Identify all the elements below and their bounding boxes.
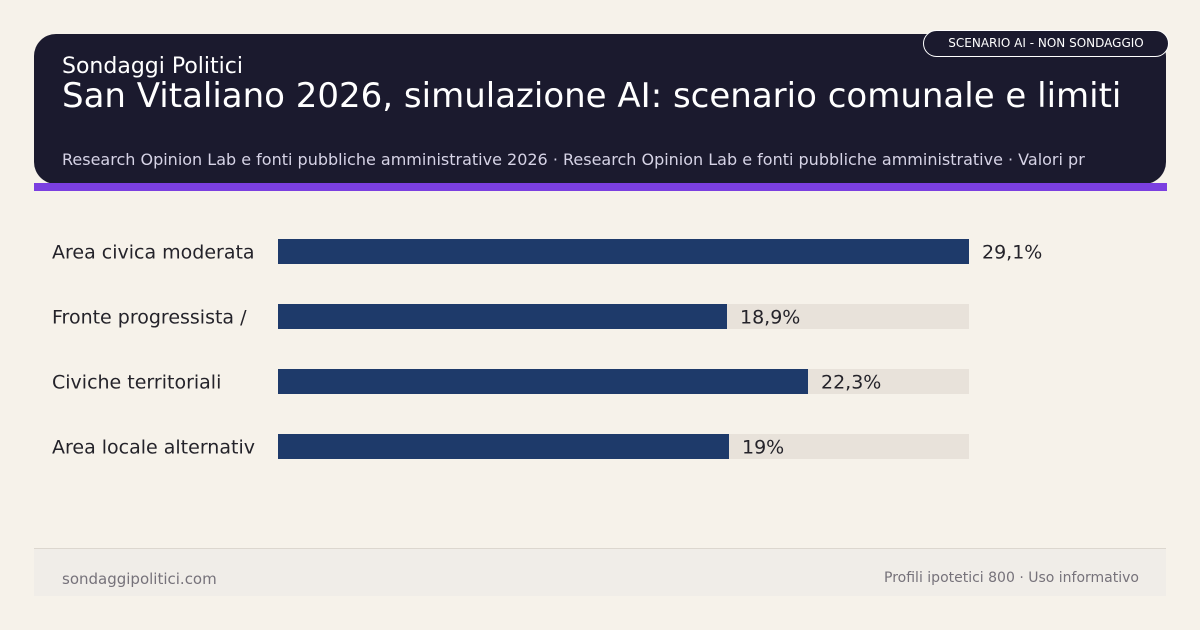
- bar: [278, 434, 729, 459]
- category-label: Area locale alternativ: [52, 437, 255, 459]
- category-label: Civiche territoriali: [52, 372, 221, 394]
- category-label: Fronte progressista /: [52, 307, 247, 329]
- footer-note: Profili ipotetici 800 · Uso informativo: [884, 570, 1139, 586]
- header-banner: Sondaggi Politici San Vitaliano 2026, si…: [34, 34, 1166, 184]
- header-accent-bar: [34, 183, 1167, 191]
- chart-layer: Area civica moderata 29,1% Fronte progress…: [52, 239, 1042, 459]
- footer: sondaggipolitici.com Profili ipotetici 8…: [34, 548, 1166, 596]
- value-label: 18,9%: [740, 307, 800, 329]
- value-label: 19%: [742, 437, 784, 459]
- category-label: Area civica moderata: [52, 242, 255, 264]
- brand-name: Sondaggi Politici: [62, 54, 243, 79]
- bar: [278, 369, 808, 394]
- scenario-badge: SCENARIO AI - NON SONDAGGIO: [923, 30, 1169, 57]
- page-title: San Vitaliano 2026, simulazione AI: scen…: [62, 76, 1122, 116]
- bar: [278, 304, 727, 329]
- value-label: 29,1%: [982, 242, 1042, 264]
- footer-site-link[interactable]: sondaggipolitici.com: [62, 570, 217, 588]
- value-label: 22,3%: [821, 372, 881, 394]
- bar: [278, 239, 969, 264]
- source-subtitle: Research Opinion Lab e fonti pubbliche a…: [62, 150, 1085, 169]
